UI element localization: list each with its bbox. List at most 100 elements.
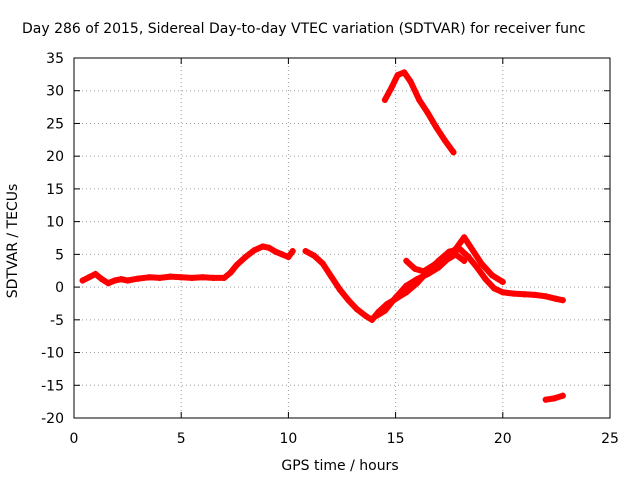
data-point-trace-d: [452, 246, 459, 253]
data-point-trace-d: [411, 265, 418, 272]
data-point-trace-e: [416, 96, 423, 103]
data-point-trace-a: [105, 280, 112, 287]
data-point-trace-e: [441, 137, 448, 144]
data-point-trace-b: [362, 312, 369, 319]
gridlines: [74, 58, 610, 418]
y-tick-label: 5: [55, 247, 64, 263]
data-point-trace-b: [336, 286, 343, 293]
x-tick-label: 20: [494, 431, 512, 447]
data-point-trace-b: [319, 260, 326, 267]
data-point-trace-f: [542, 396, 549, 403]
data-point-trace-b: [328, 273, 335, 280]
data-point-trace-b: [559, 297, 566, 304]
data-point-trace-b: [499, 289, 506, 296]
data-point-trace-a: [111, 277, 118, 284]
ticks: 0 5 10 15 20 25 -20 -15 -10 -5 0 5 10 15 20 25 30 35: [41, 51, 619, 447]
data-point-trace-d: [441, 253, 448, 260]
y-tick-label: 20: [46, 149, 64, 165]
y-tick-label: -20: [41, 411, 64, 427]
x-tick-label: 5: [177, 431, 186, 447]
series-line-trace-b: [302, 246, 566, 323]
series-band-trace-b: [304, 246, 565, 323]
data-point-trace-a: [188, 274, 195, 281]
data-point-trace-f: [559, 392, 566, 399]
data-point-trace-e: [394, 72, 401, 79]
data-point-trace-d: [489, 272, 496, 279]
y-tick-label: 0: [55, 280, 64, 296]
data-point-trace-a: [167, 273, 174, 280]
series-band-trace-a: [81, 244, 295, 284]
data-point-trace-b: [553, 295, 560, 302]
data-point-trace-a: [86, 274, 93, 281]
data-point-trace-d: [420, 268, 427, 275]
y-tick-label: 10: [46, 215, 64, 231]
x-tick-label: 0: [70, 431, 79, 447]
data-point-trace-b: [474, 264, 481, 271]
data-point-trace-c: [461, 257, 468, 264]
x-tick-label: 25: [601, 431, 619, 447]
data-point-trace-a: [278, 251, 285, 258]
data-point-trace-b: [510, 290, 517, 297]
data-point-trace-b: [302, 248, 309, 255]
data-point-trace-a: [227, 269, 234, 276]
data-point-trace-a: [199, 274, 206, 281]
data-point-trace-c: [403, 282, 410, 289]
data-point-trace-a: [210, 274, 217, 281]
data-point-trace-b: [491, 285, 498, 292]
data-point-trace-c: [392, 294, 399, 301]
data-point-trace-a: [79, 277, 86, 284]
x-axis-label: GPS time / hours: [281, 458, 398, 474]
data-point-trace-b: [531, 291, 538, 298]
data-point-trace-a: [289, 248, 296, 255]
data-point-trace-b: [311, 252, 318, 259]
data-point-trace-a: [259, 243, 266, 250]
data-point-trace-a: [251, 247, 258, 254]
data-point-trace-e: [388, 85, 395, 92]
data-point-trace-a: [98, 276, 105, 283]
series-band-trace-c: [372, 251, 466, 318]
data-point-trace-d: [499, 278, 506, 285]
data-point-trace-e: [450, 149, 457, 156]
data-point-trace-e: [407, 78, 414, 85]
data-point-trace-a: [146, 274, 153, 281]
data-point-trace-b: [521, 291, 528, 298]
x-tick-label: 15: [387, 431, 405, 447]
data-point-trace-b: [542, 293, 549, 300]
data-point-trace-e: [424, 109, 431, 116]
y-tick-label: 35: [46, 51, 64, 67]
data-point-trace-a: [266, 244, 273, 251]
data-point-trace-c: [414, 276, 421, 283]
data-point-trace-b: [465, 253, 472, 260]
data-point-trace-c: [371, 314, 378, 321]
data-point-trace-e: [381, 96, 388, 103]
data-point-trace-a: [272, 248, 279, 255]
data-point-trace-d: [431, 261, 438, 268]
y-tick-label: -10: [41, 346, 64, 362]
y-tick-label: -5: [50, 313, 64, 329]
y-tick-label: 25: [46, 116, 64, 132]
data-point-trace-a: [118, 276, 125, 283]
data-point-trace-f: [551, 395, 558, 402]
data-point-trace-d: [403, 257, 410, 264]
data-point-trace-e: [433, 124, 440, 131]
data-point-trace-a: [156, 274, 163, 281]
y-axis-label: SDTVAR / TECUs: [5, 184, 21, 299]
data-point-trace-b: [482, 276, 489, 283]
data-point-trace-b: [354, 306, 361, 313]
data-point-trace-d: [478, 260, 485, 267]
data-point-trace-a: [242, 253, 249, 260]
data-point-trace-a: [285, 253, 292, 260]
series-band-trace-b: [304, 248, 565, 320]
data-point-trace-d: [461, 234, 468, 241]
data-point-trace-c: [381, 307, 388, 314]
data-point-trace-a: [178, 274, 185, 281]
chart-title: Day 286 of 2015, Sidereal Day-to-day VTE…: [22, 21, 586, 37]
data-point-trace-a: [233, 261, 240, 268]
data-point-trace-a: [124, 277, 131, 284]
data-point-trace-a: [135, 275, 142, 282]
data-point-trace-a: [92, 271, 99, 277]
data-point-trace-b: [345, 297, 352, 304]
series: [79, 69, 566, 403]
data-point-trace-e: [401, 69, 408, 76]
series-band-trace-e: [383, 71, 455, 156]
